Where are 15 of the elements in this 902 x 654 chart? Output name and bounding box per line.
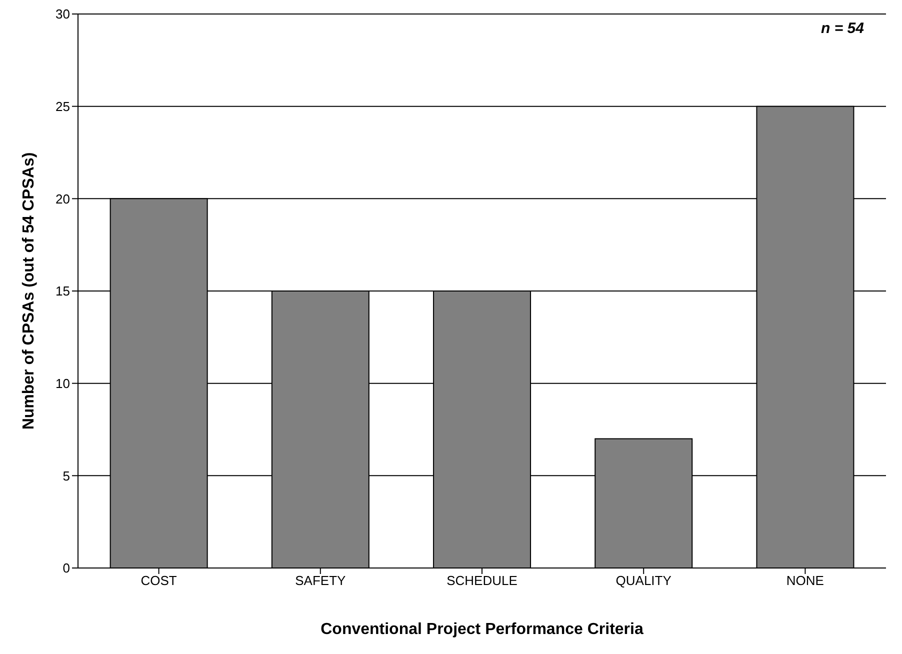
x-axis-title: Conventional Project Performance Criteria — [320, 621, 644, 638]
x-tick-label: SAFETY — [295, 573, 346, 588]
y-tick-label: 15 — [56, 284, 70, 299]
y-tick-label: 10 — [56, 376, 70, 391]
x-tick-label: SCHEDULE — [446, 573, 518, 588]
y-tick-label: 20 — [56, 191, 70, 206]
x-tick-label: COST — [140, 573, 177, 588]
y-tick-label: 5 — [62, 468, 70, 484]
y-tick-label: 25 — [56, 98, 70, 114]
y-tick-label: 30 — [56, 6, 70, 22]
y-axis-title: Number of CPSAs (out of 54 CPSAs) — [20, 152, 38, 430]
x-tick-label: NONE — [786, 573, 824, 588]
x-tick-label: QUALITY — [616, 573, 672, 588]
y-tick-label: 0 — [62, 560, 70, 576]
annotation: n = 54 — [821, 20, 864, 37]
